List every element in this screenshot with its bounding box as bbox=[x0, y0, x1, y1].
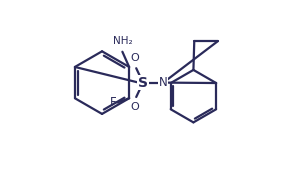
Text: N: N bbox=[159, 76, 168, 89]
Text: O: O bbox=[130, 53, 139, 63]
Text: NH₂: NH₂ bbox=[113, 36, 132, 46]
Text: F: F bbox=[110, 96, 117, 109]
Text: S: S bbox=[138, 76, 148, 90]
Text: O: O bbox=[130, 102, 139, 112]
